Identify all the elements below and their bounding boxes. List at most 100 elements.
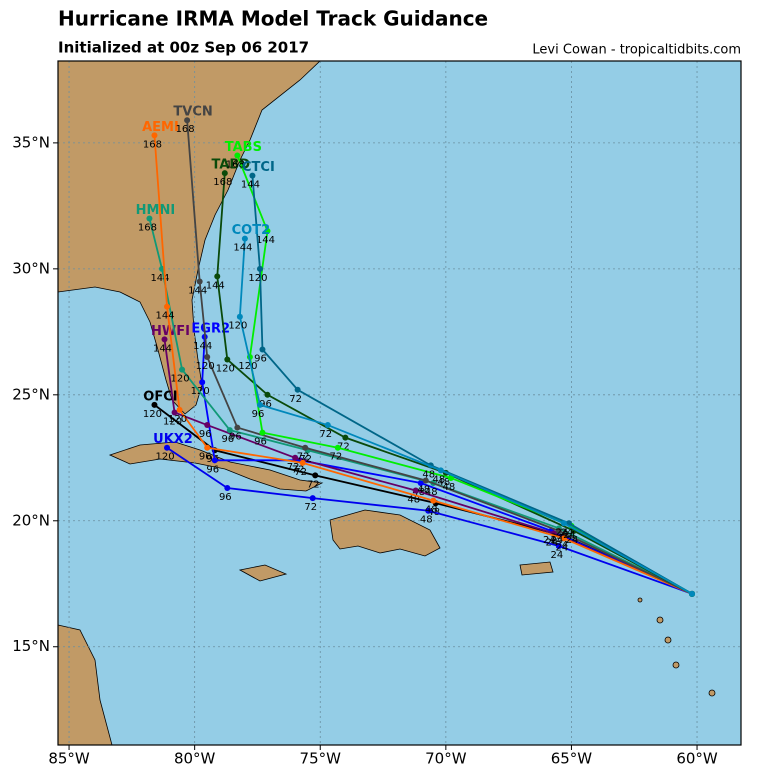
x-tick-label: 70°W (425, 750, 467, 768)
track-point (199, 379, 206, 386)
model-label: EGR2 (191, 321, 230, 336)
track-point (292, 454, 299, 461)
hour-label: 24 (551, 535, 564, 546)
track-point (425, 507, 432, 514)
island (664, 636, 672, 644)
hour-label: 48 (407, 495, 420, 506)
track-point (204, 444, 211, 451)
hour-label: 96 (254, 353, 267, 364)
x-tick-label: 85°W (48, 750, 90, 768)
track-point (256, 265, 263, 272)
hour-label: 120 (248, 273, 267, 284)
hour-label: 120 (143, 409, 162, 420)
hour-label: 72 (297, 452, 310, 463)
island (708, 689, 716, 697)
jamaica (238, 564, 288, 582)
hour-label: 48 (417, 484, 430, 495)
model-label: HMNI (136, 203, 176, 218)
track-line (186, 120, 693, 595)
track-point (196, 278, 203, 285)
hour-label: 48 (422, 469, 435, 480)
track-line (166, 446, 693, 595)
track-point (689, 590, 696, 597)
track-point (256, 401, 263, 408)
hour-label: 96 (221, 434, 234, 445)
model-label: AEMI (142, 120, 179, 135)
hour-label: 144 (256, 235, 275, 246)
track-point (226, 427, 233, 434)
hour-label: 144 (241, 180, 260, 191)
track-point (234, 424, 241, 431)
hour-label: 72 (329, 452, 342, 463)
hour-label: 72 (292, 464, 305, 475)
model-label: CTCI (242, 160, 275, 175)
land (58, 61, 716, 745)
hour-label: 48 (412, 487, 425, 498)
hour-label: 168 (176, 124, 195, 135)
track-point (151, 132, 158, 139)
model-label: UKX2 (153, 432, 193, 447)
x-tick-label: 75°W (300, 750, 342, 768)
y-tick-label: 30°N (12, 259, 50, 277)
track-point (334, 444, 341, 451)
hour-label: 168 (138, 222, 157, 233)
south-america (58, 624, 113, 745)
hour-label: 120 (163, 416, 182, 427)
hour-label: 120 (228, 321, 247, 332)
model-label: TABS (225, 140, 262, 155)
track-point (417, 479, 424, 486)
hour-label: 24 (545, 537, 558, 548)
hour-label: 96 (254, 437, 267, 448)
hour-label: 144 (188, 285, 207, 296)
track-point (259, 429, 266, 436)
track-point (555, 527, 562, 534)
track-point (447, 474, 454, 481)
model-label: COT2 (232, 223, 271, 238)
hour-label: 168 (213, 177, 232, 188)
track-point (161, 336, 168, 343)
track-point (309, 495, 316, 502)
title: Hurricane IRMA Model Track Guidance (58, 7, 488, 31)
hour-label: 24 (563, 530, 576, 541)
y-tick-label: 35°N (12, 133, 50, 151)
track-point (241, 235, 248, 242)
model-label: TVCN (173, 105, 212, 120)
x-tick-label: 60°W (676, 750, 718, 768)
tracks: 24487296120OFCI24487296120UKX22448729612… (136, 105, 696, 597)
track-point (221, 170, 228, 177)
hour-label: 24 (556, 540, 569, 551)
hour-label: 48 (443, 482, 456, 493)
track-point (236, 313, 243, 320)
x-tick-label: 80°W (174, 750, 216, 768)
hour-label: 72 (337, 442, 350, 453)
track-point (312, 472, 319, 479)
hour-label: 96 (219, 492, 232, 503)
track-point (555, 542, 562, 549)
hour-label: 48 (425, 505, 438, 516)
x-tick-label: 65°W (551, 750, 593, 768)
track-point (412, 487, 419, 494)
hour-label: 24 (566, 535, 579, 546)
subtitle: Initialized at 00z Sep 06 2017 (58, 39, 309, 57)
hour-label: 144 (193, 341, 212, 352)
hour-label: 96 (199, 429, 212, 440)
track-point (264, 228, 271, 235)
track-point (302, 444, 309, 451)
cuba (108, 441, 324, 492)
hour-label: 120 (155, 452, 174, 463)
hour-label: 144 (153, 343, 172, 354)
hour-label: 48 (437, 477, 450, 488)
track-point (264, 391, 271, 398)
track-point (560, 520, 567, 527)
track-point (179, 366, 186, 373)
hour-label: 24 (556, 542, 569, 553)
track-point (249, 172, 256, 179)
hour-label: 24 (543, 535, 556, 546)
credit: Levi Cowan - tropicaltidbits.com (532, 43, 741, 58)
hour-label: 72 (307, 479, 320, 490)
track-point (214, 273, 221, 280)
island (656, 616, 664, 624)
track-point (171, 409, 178, 416)
track-point (560, 535, 567, 542)
